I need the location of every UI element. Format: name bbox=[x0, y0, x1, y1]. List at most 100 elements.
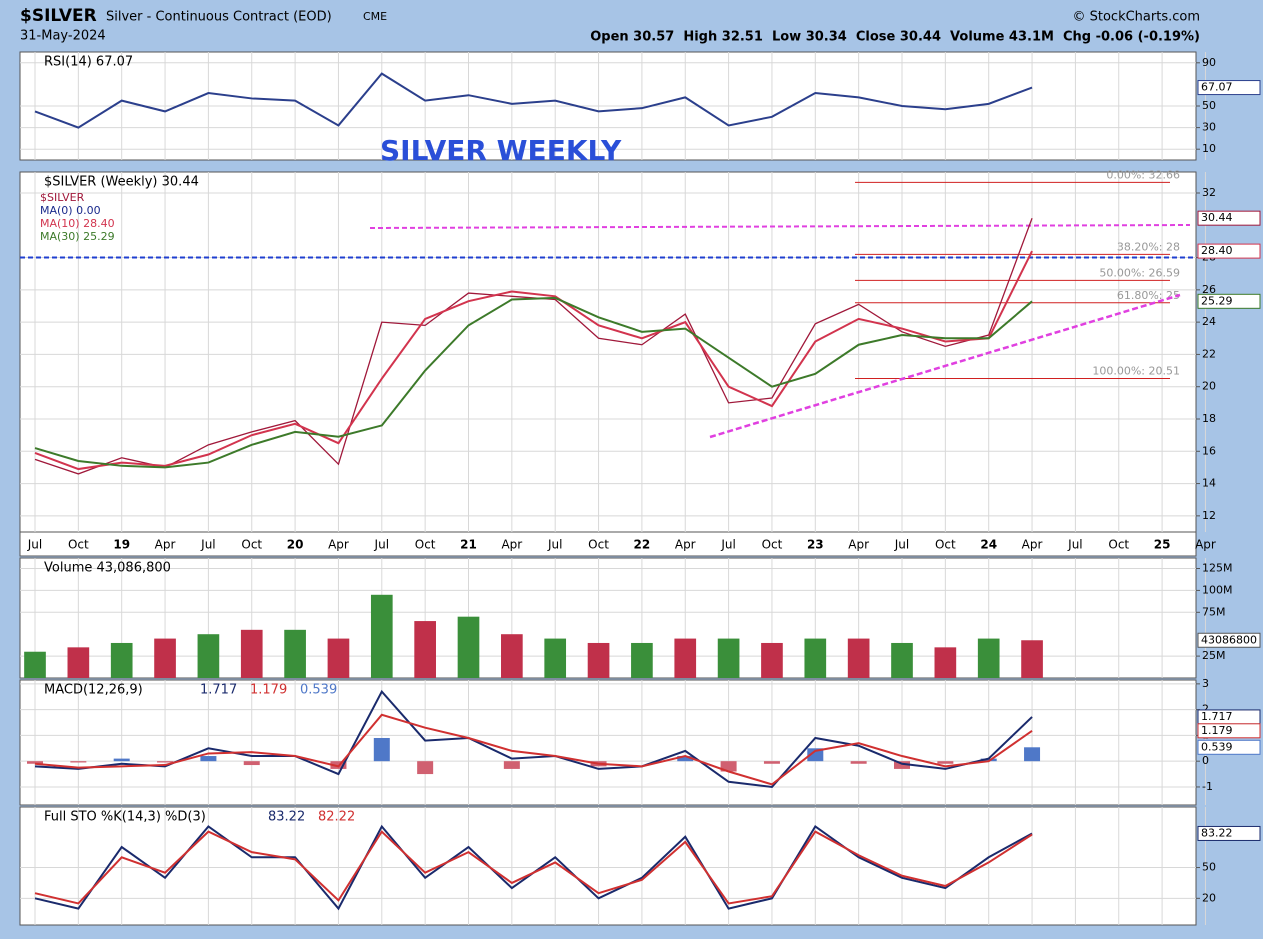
volume-tag: 43086800 bbox=[1201, 633, 1257, 646]
x-tick-label: 24 bbox=[980, 538, 997, 552]
volume-bar bbox=[1021, 640, 1043, 678]
date-axis bbox=[19, 531, 1197, 557]
macd-histogram bbox=[417, 761, 434, 775]
macd-histogram bbox=[157, 761, 174, 763]
value-tag-box bbox=[1197, 80, 1261, 96]
panel bbox=[19, 806, 1197, 926]
macd-histogram bbox=[720, 761, 737, 772]
legend-entry: MA(30) 25.29 bbox=[40, 230, 115, 243]
symbol: $SILVER bbox=[20, 6, 97, 26]
volume-bar bbox=[154, 638, 176, 678]
macd-histogram bbox=[980, 758, 997, 762]
legend-entry: MA(0) 0.00 bbox=[40, 204, 101, 217]
value-tag: 83.22 bbox=[1201, 826, 1233, 839]
x-tick-label: 22 bbox=[634, 538, 651, 552]
fib-label: 61.80%: 25 bbox=[1117, 289, 1180, 302]
panel bbox=[19, 679, 1197, 806]
date: 31-May-2024 bbox=[20, 29, 106, 44]
macd-histogram bbox=[243, 761, 260, 766]
y-tick-label: 10 bbox=[1202, 142, 1216, 155]
series-line bbox=[34, 72, 1033, 129]
chart-annotation: SILVER WEEKLY bbox=[380, 134, 622, 167]
value-tag-box bbox=[1197, 210, 1261, 226]
volume-bar bbox=[847, 638, 870, 678]
panel-title: $SILVER (Weekly) 30.44 bbox=[44, 175, 199, 190]
x-tick-label: Oct bbox=[762, 538, 783, 552]
legend-entry: 1.179 bbox=[250, 683, 287, 698]
value-tag-box bbox=[1197, 825, 1261, 841]
volume-bar bbox=[457, 616, 480, 678]
x-tick-label: Jul bbox=[547, 538, 562, 552]
series-line bbox=[34, 830, 1033, 905]
value-tag: 30.44 bbox=[1201, 211, 1233, 224]
volume-bar bbox=[804, 638, 827, 678]
macd-histogram bbox=[1024, 747, 1041, 762]
x-tick-label: Jul bbox=[894, 538, 909, 552]
legend-entry: $SILVER bbox=[40, 191, 85, 204]
value-tag-box bbox=[1197, 293, 1261, 309]
x-tick-label: Apr bbox=[1195, 538, 1216, 552]
x-tick-label: Jul bbox=[1067, 538, 1082, 552]
x-tick-label: Apr bbox=[1022, 538, 1043, 552]
macd-histogram bbox=[200, 756, 217, 762]
volume-bar bbox=[977, 638, 1000, 678]
macd-histogram bbox=[763, 761, 780, 764]
y-tick-label: 100M bbox=[1202, 583, 1233, 596]
volume-bar bbox=[414, 621, 436, 678]
x-tick-label: Apr bbox=[501, 538, 522, 552]
series-line bbox=[34, 689, 1033, 789]
macd-histogram bbox=[677, 756, 694, 762]
x-tick-label: Apr bbox=[328, 538, 349, 552]
y-tick-label: 2 bbox=[1202, 703, 1209, 716]
fib-label: 50.00%: 26.59 bbox=[1099, 266, 1180, 279]
legend-entry: 82.22 bbox=[318, 810, 355, 825]
volume-bar bbox=[284, 629, 306, 678]
legend-entry: MA(10) 28.40 bbox=[40, 217, 115, 230]
x-tick-label: Jul bbox=[200, 538, 215, 552]
y-tick-label: 22 bbox=[1202, 347, 1216, 360]
volume-bar bbox=[717, 638, 740, 678]
source: © StockCharts.com bbox=[1072, 10, 1200, 25]
x-tick-label: 20 bbox=[287, 538, 304, 552]
y-tick-label: 26 bbox=[1202, 283, 1216, 296]
legend-entry: 83.22 bbox=[268, 810, 305, 825]
macd-histogram bbox=[113, 758, 130, 762]
volume-bar bbox=[110, 642, 133, 678]
x-tick-label: 19 bbox=[113, 538, 130, 552]
panel-title: MACD(12,26,9) bbox=[44, 683, 143, 698]
volume-bar bbox=[24, 651, 46, 678]
value-tag: 25.29 bbox=[1201, 294, 1233, 307]
volume-bar bbox=[240, 629, 263, 678]
value-tag: 1.179 bbox=[1201, 724, 1233, 737]
value-tag: 28.40 bbox=[1201, 244, 1233, 257]
series-line bbox=[34, 250, 1033, 471]
instrument: Silver - Continuous Contract (EOD) bbox=[106, 10, 332, 25]
volume-bar bbox=[934, 647, 957, 678]
y-tick-label: 18 bbox=[1202, 412, 1216, 425]
legend-entry: 0.539 bbox=[300, 683, 337, 698]
panel bbox=[19, 171, 1197, 533]
y-tick-label: 12 bbox=[1202, 509, 1216, 522]
y-tick-label: 50 bbox=[1202, 99, 1216, 112]
fib-label: 0.00%: 32.66 bbox=[1106, 168, 1180, 181]
fib-label: 38.20%: 28 bbox=[1117, 240, 1180, 253]
value-tag-box bbox=[1197, 243, 1261, 259]
macd-histogram bbox=[373, 737, 390, 762]
macd-histogram bbox=[937, 761, 954, 764]
macd-histogram bbox=[807, 748, 824, 762]
volume-bar bbox=[587, 642, 610, 678]
quote: Open 30.57 High 32.51 Low 30.34 Close 30… bbox=[590, 30, 1200, 45]
y-tick-label: 14 bbox=[1202, 477, 1216, 490]
series-line bbox=[34, 296, 1033, 469]
y-tick-label: 50 bbox=[1202, 861, 1216, 874]
x-tick-label: Jul bbox=[374, 538, 389, 552]
y-tick-label: 30 bbox=[1202, 121, 1216, 134]
x-tick-label: Oct bbox=[1108, 538, 1129, 552]
resistance-level bbox=[369, 224, 1191, 229]
fib-label: 100.00%: 20.51 bbox=[1092, 364, 1180, 377]
value-tag-box bbox=[1197, 723, 1261, 739]
x-tick-label: Oct bbox=[588, 538, 609, 552]
volume-bar bbox=[631, 642, 653, 678]
panel-title: Full STO %K(14,3) %D(3) bbox=[44, 810, 206, 825]
macd-histogram bbox=[70, 761, 87, 763]
